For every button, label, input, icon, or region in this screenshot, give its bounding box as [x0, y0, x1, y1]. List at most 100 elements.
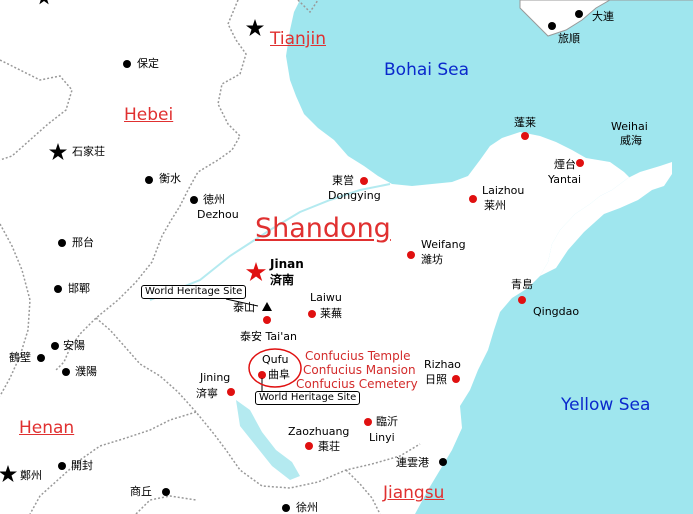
label-weihai-cn: 威海	[620, 134, 642, 147]
label-confucius-mansion: Confucius Mansion	[303, 363, 416, 377]
capital-stars	[0, 0, 266, 482]
heritage-box-taishan: World Heritage Site	[141, 285, 247, 299]
xuzhou-dot	[282, 504, 290, 512]
label-jining-cn: 済寧	[196, 387, 218, 400]
lianyungang-dot	[439, 458, 447, 466]
label-jinan-cn: 済南	[270, 273, 295, 287]
label-laizhou-cn: 莱州	[484, 199, 506, 212]
label-dalian: 大連	[592, 10, 614, 23]
heritage-box-qufu: World Heritage Site	[255, 391, 361, 405]
province-shandong: Shandong	[255, 213, 391, 244]
zhengzhou-star	[0, 465, 17, 482]
label-shijiazhuang: 石家荘	[72, 145, 105, 158]
handan-dot	[54, 285, 62, 293]
label-kaifeng: 開封	[71, 459, 93, 472]
qufu-dot	[258, 371, 266, 379]
label-qingdao-en: Qingdao	[533, 305, 580, 318]
label-zaozhuang-cn: 棗荘	[318, 440, 340, 453]
label-penglai: 蓬莱	[514, 116, 536, 129]
dalian-dot	[575, 10, 583, 18]
label-dongying-cn: 東営	[332, 174, 354, 187]
label-xuzhou: 徐州	[296, 501, 318, 514]
lushun-dot	[548, 22, 556, 30]
label-qufu-en: Qufu	[262, 353, 289, 366]
label-zaozhuang-en: Zaozhuang	[288, 425, 350, 438]
label-laizhou-en: Laizhou	[482, 184, 525, 197]
sea-yellow: Yellow Sea	[561, 395, 651, 415]
rizhao-dot	[452, 375, 460, 383]
hengshui-dot	[145, 176, 153, 184]
qingdao-dot	[518, 296, 526, 304]
label-taishan: 泰山	[233, 301, 255, 314]
province-henan: Henan	[19, 418, 75, 438]
hebi-dot	[37, 354, 45, 362]
label-weifang-en: Weifang	[421, 238, 466, 251]
puyang-dot	[62, 368, 70, 376]
jinan-star	[246, 262, 266, 281]
label-puyang: 濮陽	[75, 365, 97, 378]
label-anyang: 安陽	[63, 339, 85, 352]
river	[149, 183, 391, 301]
dezhou-dot	[190, 196, 198, 204]
dongying-dot	[360, 177, 368, 185]
yantai-dot	[576, 159, 584, 167]
label-jinan-en: Jinan	[270, 257, 304, 271]
label-confucius-cemetery: Confucius Cemetery	[296, 377, 418, 391]
peninsula-land	[540, 162, 672, 276]
lake	[236, 400, 300, 480]
taian-dot	[263, 316, 271, 324]
qufu-highlight-ellipse	[248, 348, 302, 388]
label-baoding: 保定	[137, 57, 159, 70]
anyang-dot	[51, 342, 59, 350]
label-weihai-en: Weihai	[611, 120, 648, 133]
label-taian: 泰安 Tai'an	[240, 330, 297, 343]
shijiazhuang-star	[49, 143, 67, 160]
label-dongying-en: Dongying	[328, 189, 381, 202]
label-linyi-cn: 臨沂	[376, 415, 398, 428]
label-rizhao-cn: 日照	[425, 373, 447, 386]
label-hebi: 鶴壁	[9, 351, 31, 364]
label-lianyungang: 連雲港	[396, 456, 429, 469]
label-zhengzhou: 鄭州	[20, 469, 42, 482]
province-jiangsu: Jiangsu	[383, 483, 445, 503]
label-lushun: 旅順	[558, 32, 580, 45]
baoding-dot	[123, 60, 131, 68]
province-borders	[0, 0, 421, 514]
city-dots-black	[37, 10, 583, 512]
zaozhuang-dot	[305, 442, 313, 450]
city-dots-red	[227, 132, 584, 450]
label-dezhou-en: Dezhou	[197, 208, 239, 221]
label-yantai-cn: 煙台	[554, 158, 576, 171]
label-handan: 邯鄲	[68, 282, 90, 295]
label-weifang-cn: 濰坊	[421, 253, 443, 266]
label-laiwu-en: Laiwu	[310, 291, 342, 304]
label-linyi-en: Linyi	[369, 431, 395, 444]
tianjin-star	[246, 19, 264, 36]
province-tianjin: Tianjin	[270, 29, 326, 49]
liaodong-land	[519, 0, 693, 37]
label-xingtai: 邢台	[72, 236, 94, 249]
kaifeng-dot	[58, 462, 66, 470]
label-qufu-cn: 曲阜	[268, 368, 290, 381]
laiwu-dot	[308, 310, 316, 318]
jining-dot	[227, 388, 235, 396]
label-qingdao-cn: 青島	[511, 278, 533, 291]
label-jining-en: Jining	[200, 371, 231, 384]
label-rizhao-en: Rizhao	[424, 358, 461, 371]
linyi-dot	[364, 418, 372, 426]
label-hengshui: 衡水	[159, 172, 181, 185]
label-dezhou-cn: 徳州	[203, 193, 225, 206]
shangqiu-dot	[162, 488, 170, 496]
xingtai-dot	[58, 239, 66, 247]
province-hebei: Hebei	[124, 105, 174, 125]
label-laiwu-cn: 莱蕪	[320, 307, 342, 320]
laizhou-dot	[469, 195, 477, 203]
sea-bohai: Bohai Sea	[384, 60, 470, 80]
label-shangqiu: 商丘	[130, 485, 152, 498]
label-yantai-en: Yantai	[548, 173, 582, 186]
label-confucius-temple: Confucius Temple	[305, 349, 411, 363]
weifang-dot	[407, 251, 415, 259]
penglai-dot	[521, 132, 529, 140]
beijing-star	[39, 0, 49, 5]
